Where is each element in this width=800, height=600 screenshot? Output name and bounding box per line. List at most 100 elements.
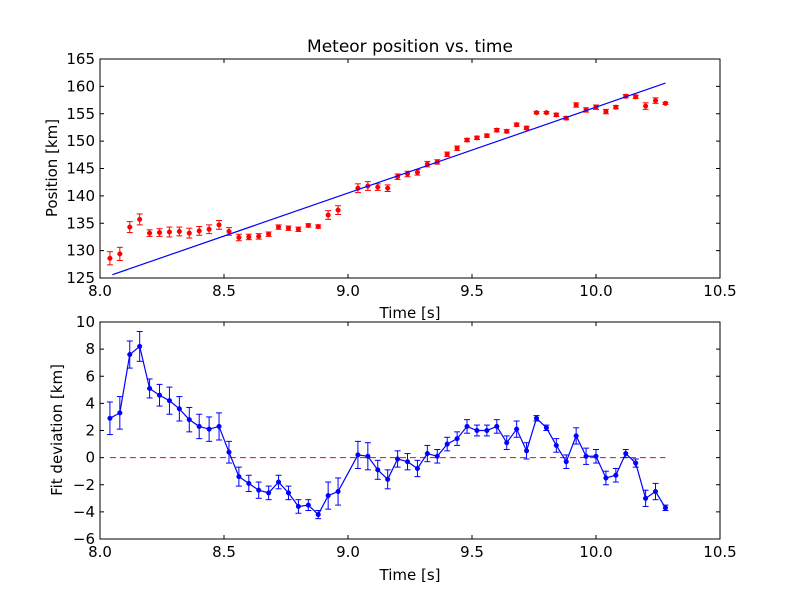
x-tick-label: 8.5	[212, 282, 236, 300]
y-tick-label: 140	[66, 187, 95, 205]
x-axis-label: Time [s]	[379, 304, 441, 322]
data-point	[404, 459, 411, 465]
data-point	[335, 207, 341, 213]
data-point	[514, 426, 520, 432]
data-point	[285, 225, 292, 231]
y-tick-label: 160	[66, 77, 95, 95]
data-point	[355, 452, 361, 458]
chart-title: Meteor position vs. time	[307, 37, 513, 57]
y-tick-label: −4	[73, 503, 95, 521]
x-tick-label: 10.5	[703, 282, 736, 300]
x-tick-label: 8.0	[88, 282, 112, 300]
data-point	[256, 233, 262, 239]
data-point	[236, 234, 242, 241]
y-tick-label: 0	[85, 449, 95, 467]
data-point	[107, 255, 113, 261]
data-point	[206, 226, 212, 232]
data-point	[147, 230, 153, 236]
position-plot: Meteor position vs. time Time [s] Positi…	[43, 37, 737, 322]
data-point	[533, 415, 540, 421]
y-axis-label: Position [km]	[43, 119, 61, 217]
data-point	[563, 459, 569, 465]
data-point	[662, 505, 668, 511]
data-point	[117, 251, 123, 257]
data-point	[315, 512, 321, 518]
data-point	[474, 135, 480, 141]
data-point	[196, 228, 202, 234]
x-tick-label: 9.0	[336, 282, 360, 300]
data-point	[246, 234, 252, 240]
data-point	[256, 487, 262, 493]
data-point	[226, 449, 232, 455]
data-point	[593, 453, 599, 459]
data-point	[583, 453, 589, 459]
data-point	[385, 185, 391, 191]
data-point	[315, 223, 321, 230]
data-point	[266, 231, 272, 237]
data-point	[543, 110, 549, 116]
data-point	[266, 490, 272, 496]
y-tick-label: 155	[66, 105, 95, 123]
y-tick-label: 165	[66, 50, 95, 68]
data-point	[147, 385, 153, 392]
y-tick-label: 125	[66, 269, 95, 287]
y-tick-label: 145	[66, 160, 95, 178]
x-tick-label: 10.0	[579, 543, 612, 561]
y-tick-label: −6	[73, 530, 95, 548]
x-tick-label: 9.0	[336, 543, 360, 561]
data-point	[166, 398, 172, 404]
x-tick-label: 8.0	[88, 543, 112, 561]
data-point	[335, 488, 341, 495]
data-point	[533, 110, 540, 116]
y-tick-label: 135	[66, 214, 95, 232]
data-point	[524, 448, 530, 454]
data-point	[246, 480, 252, 486]
data-point	[385, 476, 391, 482]
data-point	[285, 490, 292, 496]
data-point	[633, 94, 639, 100]
data-point	[573, 102, 579, 108]
data-point	[156, 392, 163, 398]
data-point	[127, 352, 133, 358]
data-point	[395, 456, 401, 462]
data-point	[603, 109, 609, 115]
data-point	[464, 137, 470, 143]
data-point	[137, 343, 143, 349]
data-point	[305, 502, 311, 508]
data-point	[524, 125, 530, 131]
data-point	[196, 423, 202, 429]
x-tick-label: 10.0	[579, 282, 612, 300]
x-tick-label: 9.5	[460, 543, 484, 561]
x-tick-label: 9.5	[460, 282, 484, 300]
data-point	[613, 472, 619, 478]
y-tick-label: −2	[73, 476, 95, 494]
data-point	[236, 474, 242, 480]
data-point	[603, 475, 609, 481]
data-point	[276, 224, 282, 230]
data-point	[117, 410, 123, 416]
x-tick-label: 8.5	[212, 543, 236, 561]
data-point	[375, 184, 381, 190]
y-tick-label: 6	[85, 367, 95, 385]
data-point	[305, 222, 311, 228]
data-point	[464, 423, 470, 429]
y-tick-label: 8	[85, 340, 95, 358]
data-point	[652, 488, 659, 495]
data-point	[573, 433, 579, 439]
data-point	[137, 216, 143, 222]
data-point	[424, 451, 430, 457]
y-tick-label: 150	[66, 132, 95, 150]
data-point	[543, 425, 549, 431]
data-point	[226, 228, 232, 235]
fit-line	[112, 82, 666, 276]
data-point	[444, 441, 450, 447]
deviation-plot: Time [s] Fit deviation [km] 8.0 8.5 9.0 9.5…	[48, 313, 737, 584]
data-point	[176, 228, 182, 235]
data-point	[504, 440, 510, 446]
data-point	[662, 100, 668, 106]
data-point	[504, 128, 510, 134]
y-tick-label: 10	[76, 313, 95, 331]
data-point	[454, 436, 460, 442]
